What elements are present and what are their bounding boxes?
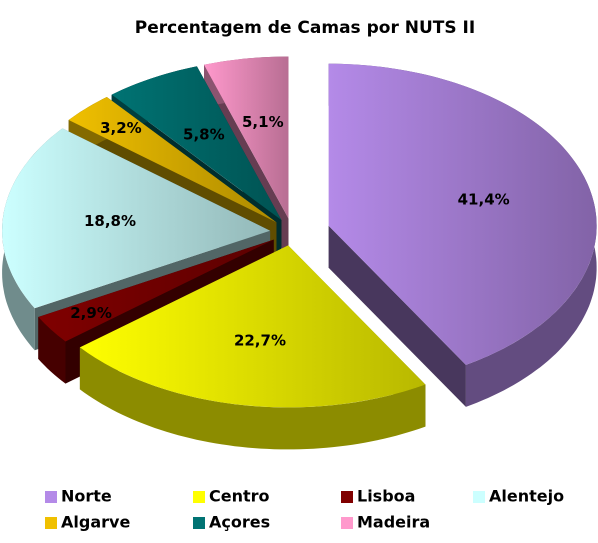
legend-swatch	[45, 491, 57, 503]
legend-label: Açores	[209, 513, 270, 532]
legend-swatch	[45, 517, 57, 529]
legend-swatch	[341, 517, 353, 529]
data-label: 22,7%	[234, 332, 286, 350]
data-label: 3,2%	[100, 119, 142, 137]
data-label: 41,4%	[458, 190, 510, 208]
legend-label: Lisboa	[357, 487, 415, 506]
legend-label: Madeira	[357, 513, 430, 532]
data-label: 2,9%	[70, 304, 112, 322]
data-label: 18,8%	[84, 212, 136, 230]
legend-label: Alentejo	[489, 487, 564, 506]
slice	[203, 56, 289, 219]
slice-wall	[38, 239, 274, 359]
data-label: 5,1%	[242, 113, 284, 131]
slice	[38, 239, 274, 342]
chart-title: Percentagem de Camas por NUTS II	[135, 18, 475, 38]
slice	[111, 66, 282, 221]
slice	[328, 63, 597, 365]
slice-wall	[328, 225, 466, 407]
legend-label: Centro	[209, 487, 270, 506]
slice	[68, 96, 277, 223]
legend-label: Norte	[61, 487, 112, 506]
legend-swatch	[341, 491, 353, 503]
data-label: 5,8%	[183, 125, 225, 143]
legend-swatch	[473, 491, 485, 503]
slice-side	[79, 347, 426, 450]
legend-swatch	[193, 491, 205, 503]
slice	[2, 128, 271, 309]
slice-side	[38, 317, 66, 384]
legend-label: Algarve	[61, 513, 130, 532]
slice	[79, 245, 426, 408]
legend-swatch	[193, 517, 205, 529]
